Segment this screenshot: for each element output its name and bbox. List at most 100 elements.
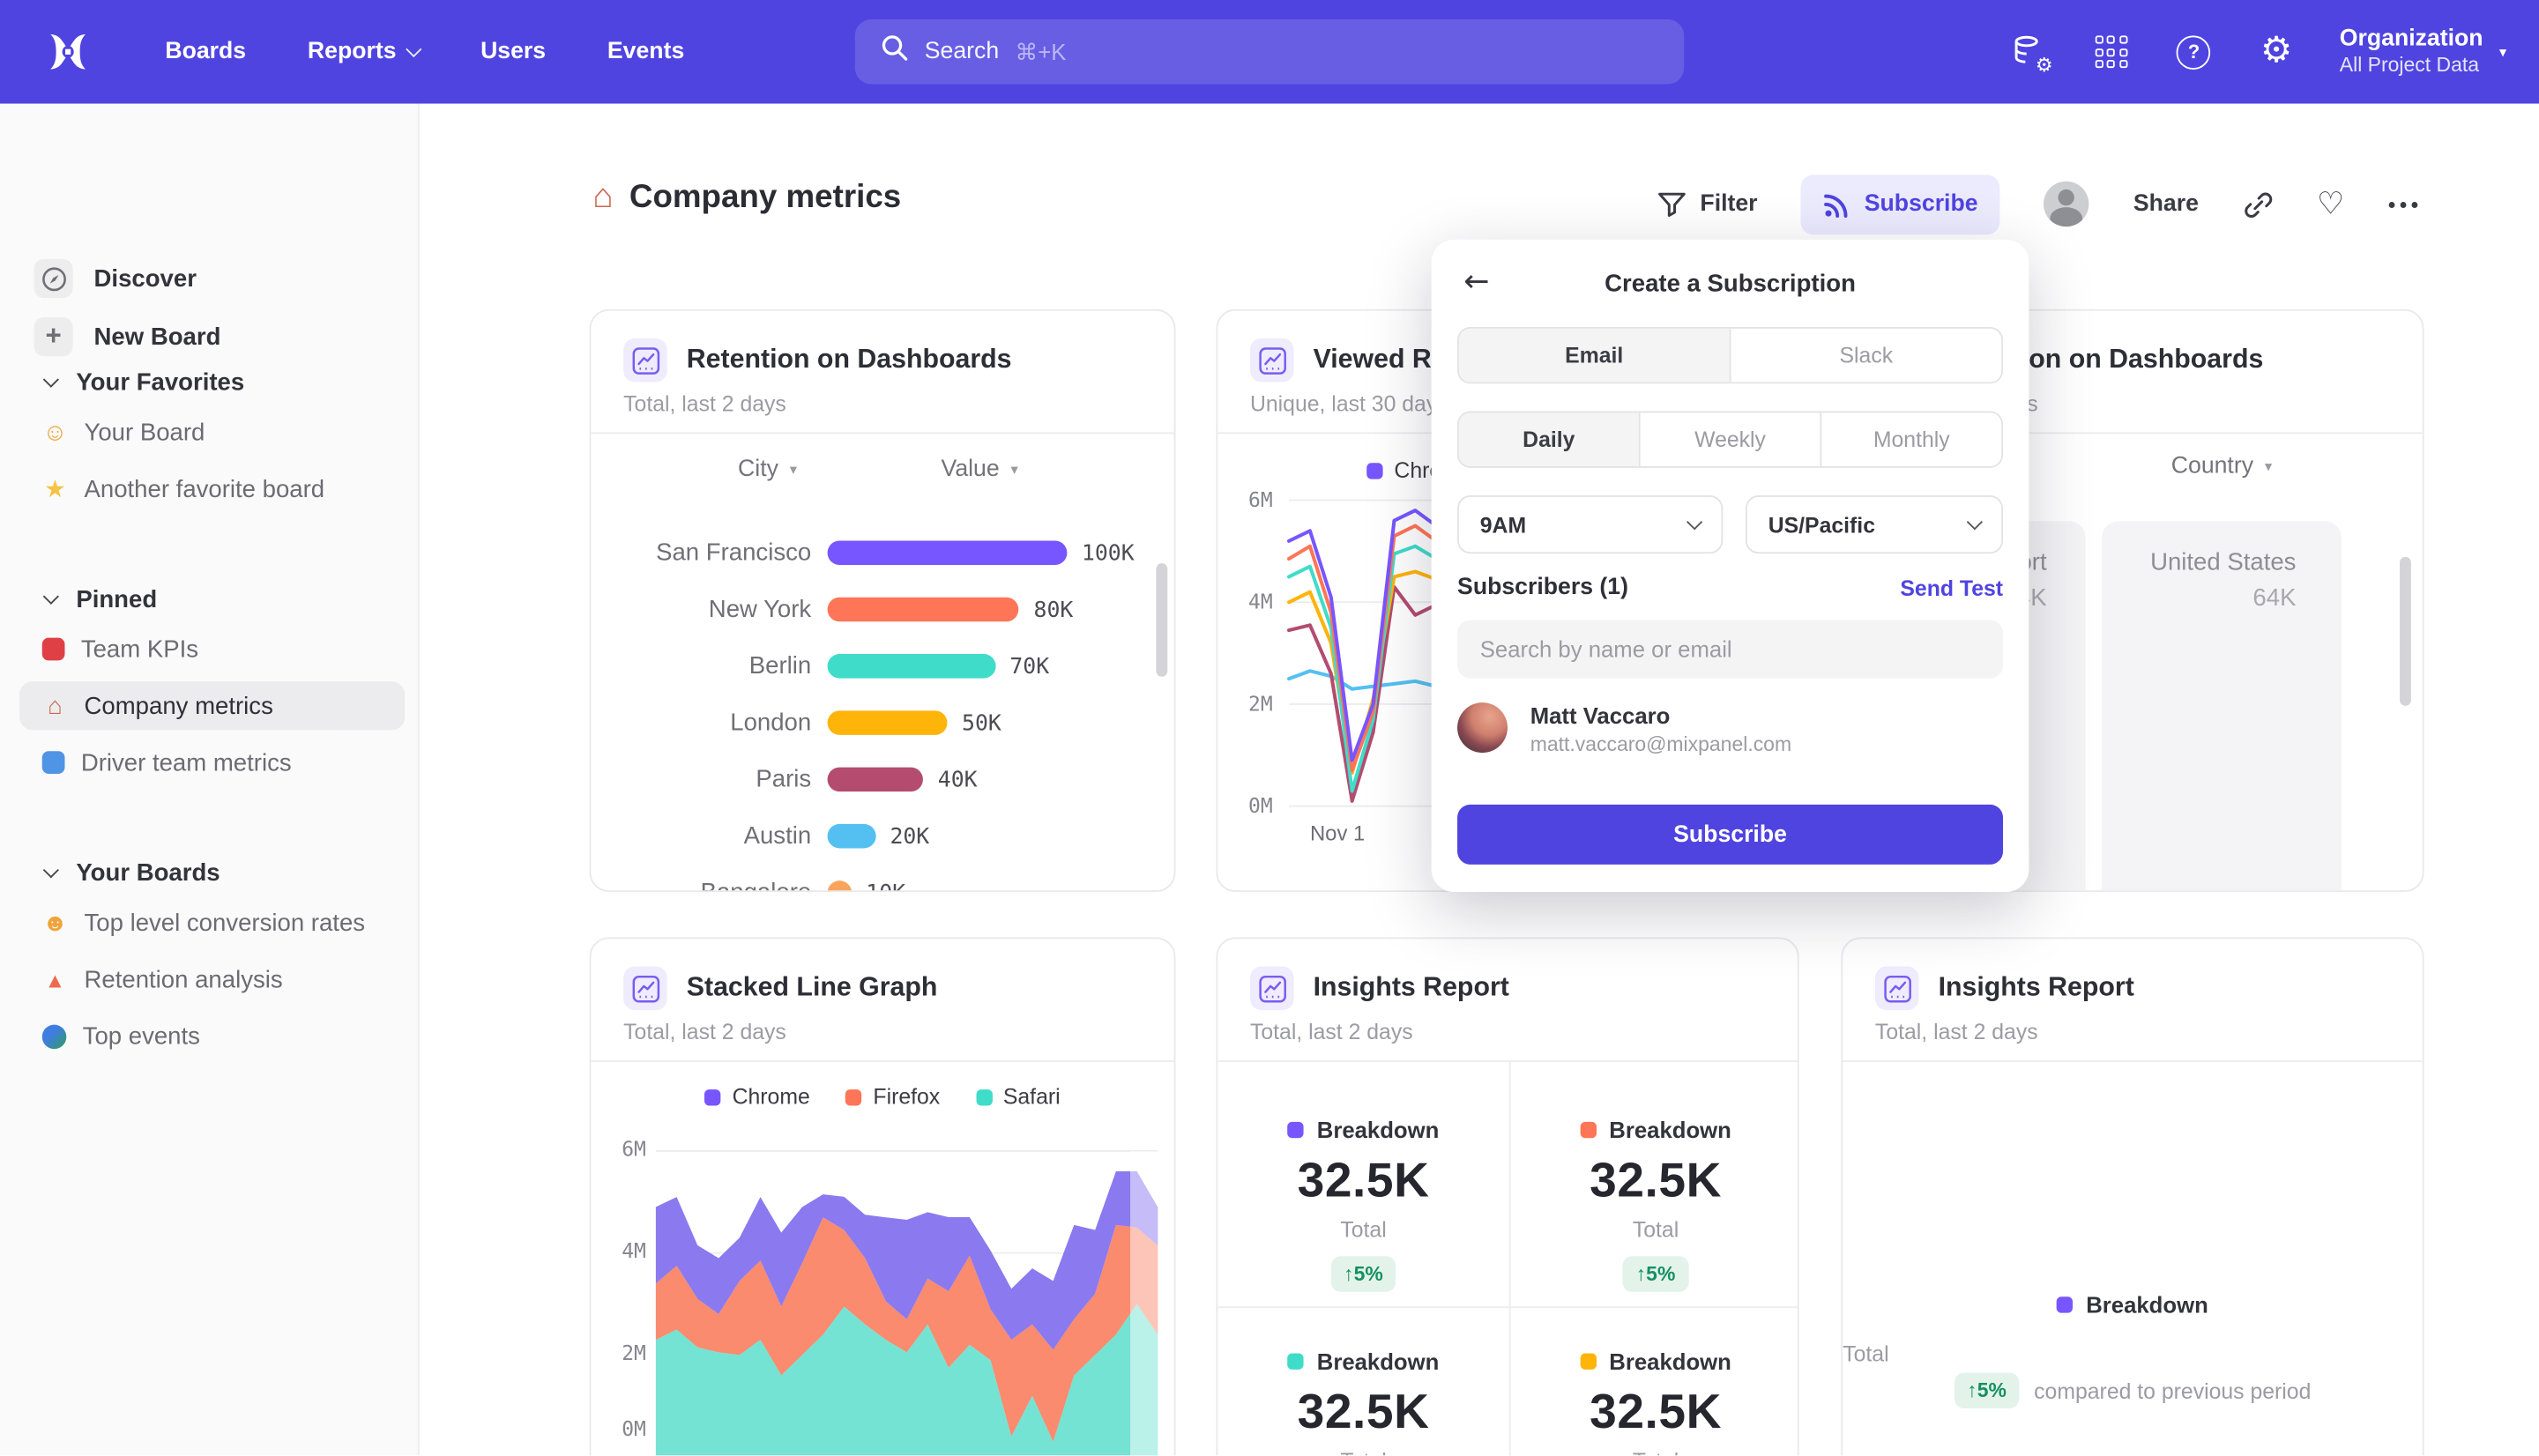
back-arrow-icon[interactable]: ← [1463, 264, 1490, 300]
chevron-down-icon [1966, 513, 1983, 530]
send-test-link[interactable]: Send Test [1900, 576, 2004, 601]
sidebar-item-driver-team-metrics[interactable]: Driver team metrics [19, 739, 405, 787]
subscribe-button[interactable]: Subscribe [1801, 174, 2001, 234]
timezone-select[interactable]: US/Pacific [1745, 495, 2004, 554]
copy-link-icon[interactable] [2242, 189, 2273, 219]
data-settings-icon[interactable]: ⚙ [2009, 33, 2053, 74]
sidebar-section-your-boards[interactable]: Your Boards [42, 859, 220, 888]
row-label: Berlin [748, 652, 812, 680]
scrollbar[interactable] [2400, 556, 2411, 706]
nav-item-users[interactable]: Users [480, 39, 547, 65]
row-label: Austin [743, 822, 812, 851]
tab-slack[interactable]: Slack [1729, 328, 2002, 383]
stacked-area-chart [650, 1130, 1161, 1456]
sidebar-item-retention-analysis[interactable]: ▲ Retention analysis [19, 955, 405, 1004]
y-tick-label: 6M [1248, 487, 1273, 512]
compass-icon [34, 258, 73, 298]
tab-weekly[interactable]: Weekly [1638, 412, 1820, 466]
chevron-down-icon [1686, 513, 1703, 530]
y-tick-label: 4M [1248, 589, 1273, 614]
card-title: Insights Report [1938, 972, 2134, 1002]
org-name: Organization [2339, 26, 2483, 53]
settings-gear-icon[interactable]: ⚙ [2260, 30, 2293, 71]
card-title: Retention on Dashboards [686, 345, 1012, 375]
column-header-value[interactable]: Value ▾ [941, 456, 1018, 483]
search-placeholder: Search [924, 39, 1000, 65]
legend-label: Safari [1002, 1084, 1061, 1110]
sidebar-item-label: Driver team metrics [80, 748, 292, 776]
nav-item-reports[interactable]: Reports [308, 39, 421, 64]
backpack-emoji-icon [41, 637, 65, 661]
delta-badge: ↑5% [1954, 1372, 2020, 1408]
modal-subscribe-button[interactable]: Subscribe [1457, 804, 2004, 865]
nav-right-cluster: ⚙ ? ⚙ Organization All Project Data ▾ [2009, 0, 2506, 104]
sidebar-section-pinned[interactable]: Pinned [42, 586, 157, 613]
row-label: London [730, 709, 812, 737]
share-button[interactable]: Share [2133, 190, 2199, 218]
line-series-line-3 [1287, 544, 1439, 793]
table-row: San Francisco 100K [591, 524, 1173, 581]
filter-button[interactable]: Filter [1657, 190, 1758, 218]
org-switcher[interactable]: Organization All Project Data ▾ [2340, 25, 2506, 79]
subscribe-rss-icon [1824, 193, 1849, 218]
line-series-line-6 [1287, 669, 1439, 691]
help-icon[interactable]: ? [2174, 33, 2213, 71]
card-insights-report-single: Insights Report Total, last 2 days Break… [1841, 937, 2424, 1456]
metric-cell: Breakdown 32.5K Total ↑5% [1217, 1062, 1509, 1306]
sidebar-item-discover[interactable]: Discover [19, 253, 405, 305]
sidebar-item-top-events[interactable]: Top events [19, 1012, 405, 1060]
page-title: Company metrics [629, 178, 902, 215]
avatar[interactable] [2044, 181, 2090, 227]
legend-item-firefox[interactable]: Firefox [845, 1085, 940, 1109]
house-emoji-icon: ⌂ [592, 178, 614, 216]
sort-caret-icon: ▾ [2264, 457, 2273, 474]
delta-badge: ↑5% [1330, 1256, 1396, 1292]
sidebar-section-your-favorites[interactable]: Your Favorites [42, 369, 244, 397]
apps-grid-icon[interactable] [2092, 33, 2131, 71]
legend-item-chrome[interactable]: Chrome [704, 1085, 810, 1109]
time-select[interactable]: 9AM [1457, 495, 1724, 554]
sidebar-item-label: Your Board [84, 418, 205, 447]
metric-sub: Total [1632, 1217, 1679, 1242]
column-header-country[interactable]: Country ▾ [2170, 453, 2273, 479]
tab-daily[interactable]: Daily [1458, 412, 1639, 466]
column-header-city[interactable]: City ▾ [738, 456, 798, 483]
favorite-heart-icon[interactable]: ♡ [2316, 185, 2345, 221]
sidebar-item-new-board[interactable]: + New Board [19, 311, 405, 363]
sidebar-item-another-favorite-board[interactable]: ★ Another favorite board [19, 464, 405, 513]
legend-item-safari[interactable]: Safari [975, 1084, 1061, 1110]
legend-dot [704, 1088, 721, 1105]
more-options-icon[interactable]: ••• [2387, 191, 2423, 217]
mixpanel-logo-icon[interactable] [45, 29, 90, 74]
row-value: 100K [1081, 539, 1135, 566]
report-icon [1249, 338, 1294, 383]
nav-item-boards[interactable]: Boards [165, 39, 247, 65]
sidebar: Discover + New Board Your Favorites ☺ Your Bo… [0, 103, 420, 1456]
smiley-emoji-icon: ☺ [42, 418, 68, 447]
board-actions: Filter Subscribe Share ♡ ••• [1657, 174, 2423, 235]
sidebar-item-your-board[interactable]: ☺ Your Board [19, 408, 405, 457]
org-project: All Project Data [2339, 54, 2480, 77]
line-series-line-2 [1287, 524, 1439, 773]
metric-label: Breakdown [1217, 1348, 1509, 1374]
subscriber-search-input[interactable] [1457, 620, 2004, 679]
chevron-down-icon [42, 862, 59, 879]
metric-label-text: Breakdown [1316, 1117, 1440, 1143]
metric-delta-row: ↑5% compared to previous period [1843, 1372, 2423, 1408]
metric-label-text: Breakdown [1609, 1117, 1731, 1143]
scrollbar[interactable] [1156, 563, 1168, 677]
nav-item-events[interactable]: Events [607, 39, 685, 65]
tab-email[interactable]: Email [1458, 328, 1730, 383]
area-series-Chrome [655, 1171, 1158, 1350]
global-search-input[interactable]: Search ⌘+K [854, 19, 1685, 85]
sidebar-item-top-level-conversion-rates[interactable]: ☻ Top level conversion rates [19, 898, 405, 947]
sidebar-item-team-kpis[interactable]: Team KPIs [19, 625, 405, 673]
sidebar-item-company-metrics[interactable]: ⌂ Company metrics [19, 681, 406, 731]
create-subscription-modal: ← Create a Subscription Email Slack Dail… [1431, 239, 2029, 893]
metric-value: 32.5K [1590, 1154, 1722, 1208]
subscriber-name: Matt Vaccaro [1530, 702, 1671, 729]
table-row: Austin 20K [591, 808, 1173, 865]
delta-badge: ↑5% [1623, 1256, 1689, 1292]
tab-monthly[interactable]: Monthly [1820, 412, 2002, 466]
